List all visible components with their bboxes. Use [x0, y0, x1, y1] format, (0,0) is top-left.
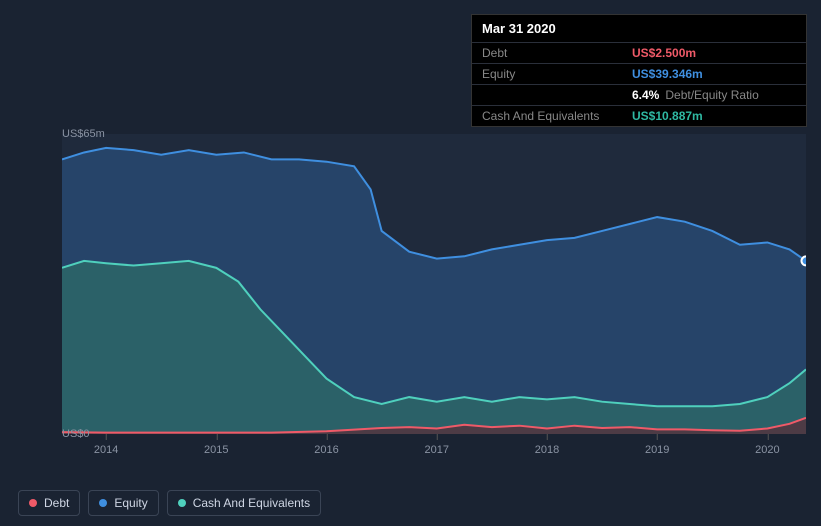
tooltip-row: 6.4% Debt/Equity Ratio	[472, 84, 806, 105]
finance-area-chart[interactable]: US$65m US$0 2014 2015 2016 2017 2018 2019 2020	[16, 120, 806, 464]
y-axis-label: US$65m	[62, 128, 102, 140]
tooltip-value: US$2.500m	[632, 46, 696, 60]
legend-dot-icon	[178, 499, 186, 507]
legend-item[interactable]: Equity	[88, 490, 158, 516]
x-axis: 2014 2015 2016 2017 2018 2019 2020	[62, 440, 806, 464]
chart-svg	[62, 134, 806, 434]
tooltip-label	[482, 88, 632, 102]
legend-item[interactable]: Debt	[18, 490, 80, 516]
x-axis-tick: 2016	[314, 444, 338, 456]
chart-tooltip: Mar 31 2020 DebtUS$2.500mEquityUS$39.346…	[471, 14, 807, 127]
tooltip-extra: Debt/Equity Ratio	[665, 88, 758, 102]
x-axis-tick: 2014	[94, 444, 118, 456]
tooltip-label: Equity	[482, 67, 632, 81]
x-axis-tick: 2017	[425, 444, 449, 456]
tooltip-label: Debt	[482, 46, 632, 60]
tooltip-row: DebtUS$2.500m	[472, 42, 806, 63]
x-axis-tick: 2018	[535, 444, 559, 456]
legend-label: Equity	[114, 496, 147, 510]
tooltip-row: EquityUS$39.346m	[472, 63, 806, 84]
legend-label: Debt	[44, 496, 69, 510]
tooltip-value: US$10.887m	[632, 109, 703, 123]
tooltip-value: US$39.346m	[632, 67, 703, 81]
tooltip-label: Cash And Equivalents	[482, 109, 632, 123]
legend-dot-icon	[99, 499, 107, 507]
y-axis-label: US$0	[62, 428, 102, 440]
legend-item[interactable]: Cash And Equivalents	[167, 490, 321, 516]
x-axis-tick: 2015	[204, 444, 228, 456]
chart-legend: Debt Equity Cash And Equivalents	[18, 490, 321, 516]
x-axis-tick: 2019	[645, 444, 669, 456]
hover-marker	[802, 256, 807, 265]
legend-dot-icon	[29, 499, 37, 507]
x-axis-tick: 2020	[755, 444, 779, 456]
legend-label: Cash And Equivalents	[193, 496, 310, 510]
tooltip-date: Mar 31 2020	[472, 15, 806, 42]
tooltip-value: 6.4%	[632, 88, 659, 102]
tooltip-row: Cash And EquivalentsUS$10.887m	[472, 105, 806, 126]
